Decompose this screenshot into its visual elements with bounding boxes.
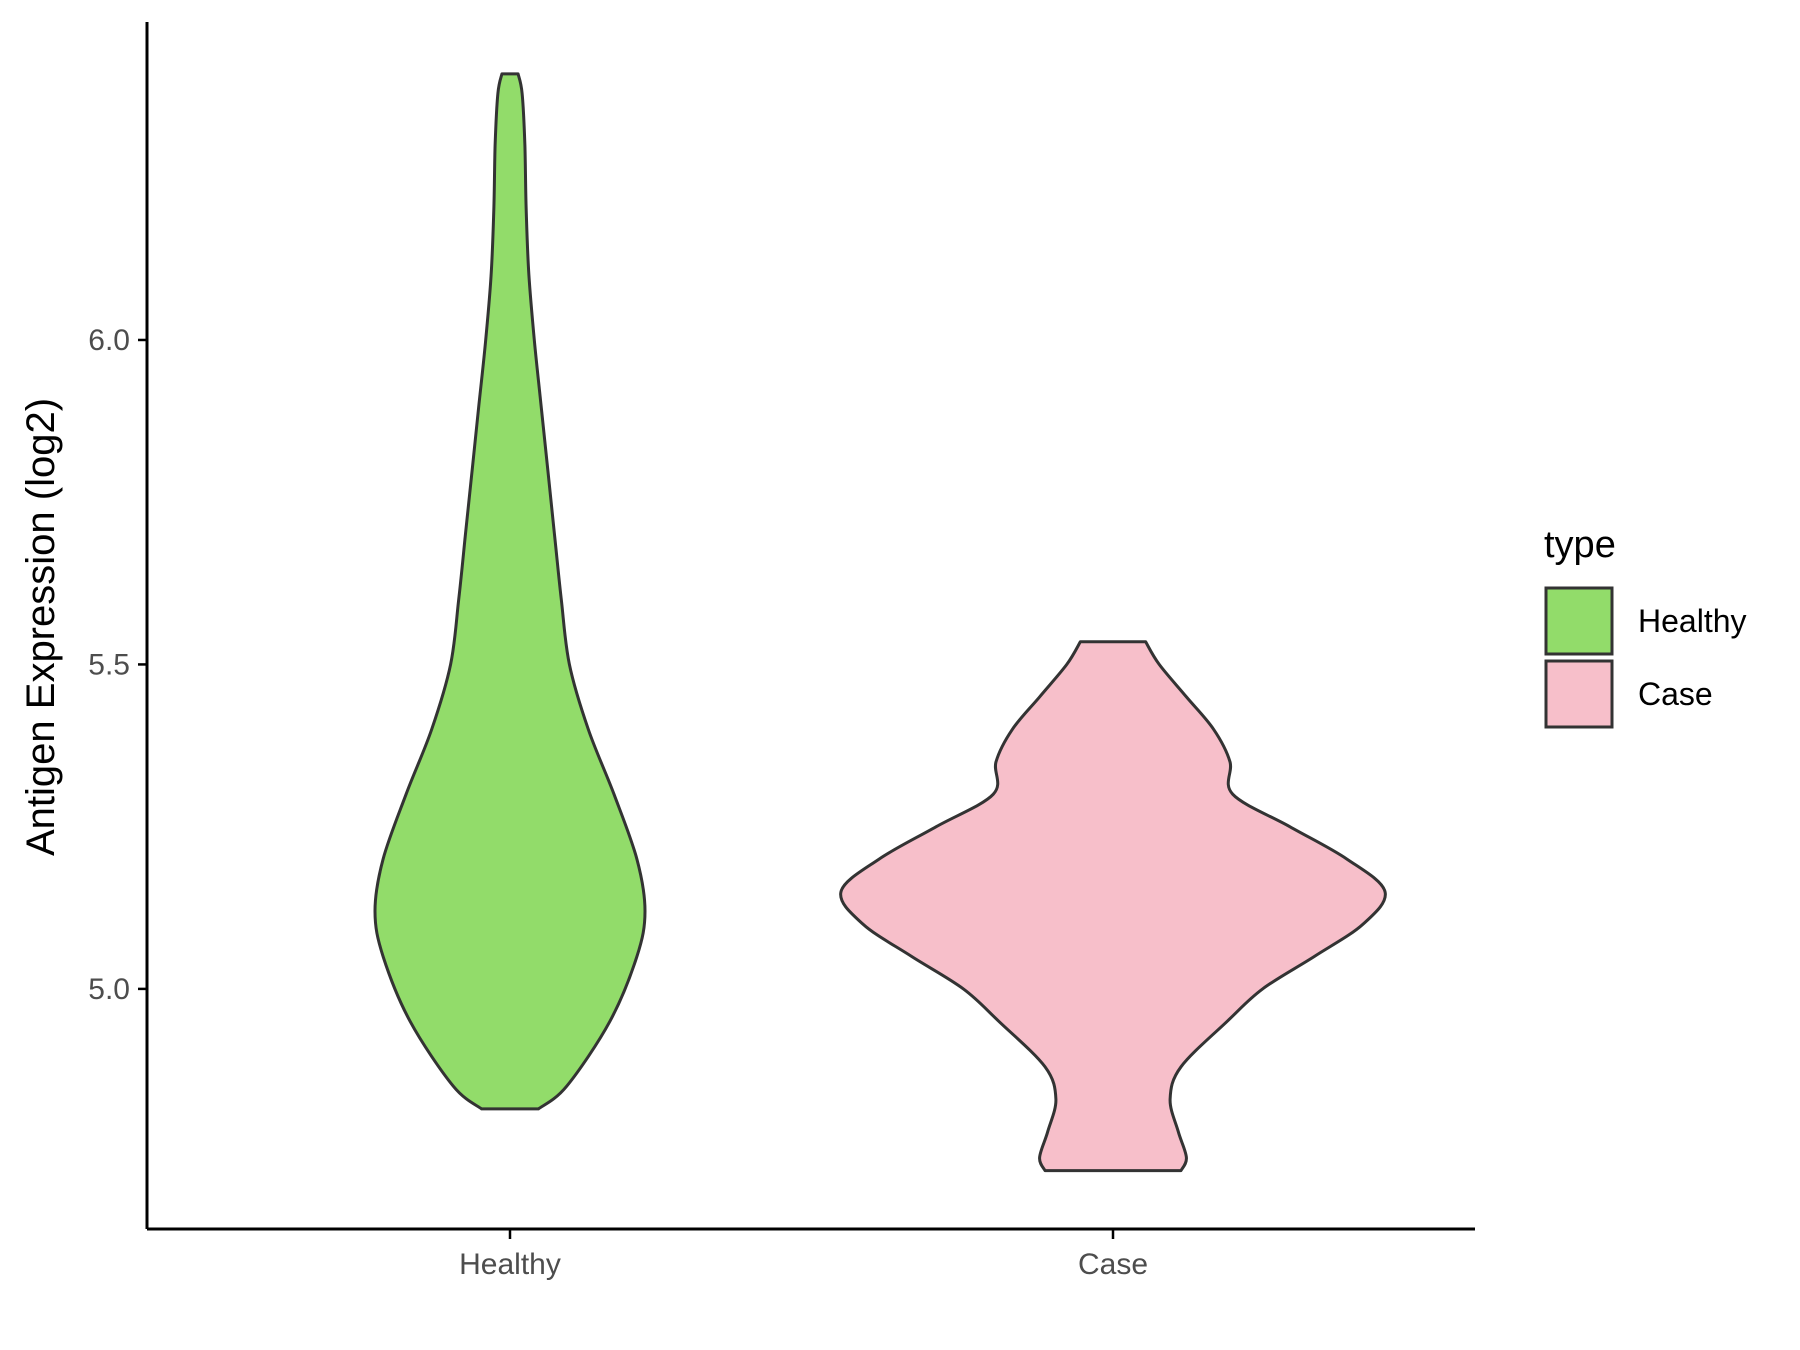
legend-items: Healthy Case — [1544, 586, 1747, 729]
y-tick-label: 5.0 — [88, 973, 130, 1006]
y-axis-ticks: 5.0 5.5 6.0 — [88, 324, 147, 1006]
legend-label-case: Case — [1638, 676, 1713, 712]
legend: type Healthy Case — [1544, 524, 1747, 729]
y-tick-label: 5.5 — [88, 648, 130, 681]
legend-label-healthy: Healthy — [1638, 603, 1747, 639]
legend-swatch-case — [1544, 659, 1614, 729]
y-tick-label: 6.0 — [88, 324, 130, 357]
x-axis-ticks: Healthy Case — [459, 1229, 1148, 1281]
legend-swatch-healthy — [1544, 586, 1614, 656]
x-tick-label: Case — [1078, 1248, 1148, 1281]
legend-title: type — [1544, 524, 1616, 566]
y-axis-title: Antigen Expression (log2) — [19, 398, 63, 856]
violin-healthy — [373, 72, 647, 1111]
violins-layer — [373, 72, 1387, 1173]
x-tick-label: Healthy — [459, 1248, 561, 1281]
violin-case — [839, 640, 1387, 1173]
